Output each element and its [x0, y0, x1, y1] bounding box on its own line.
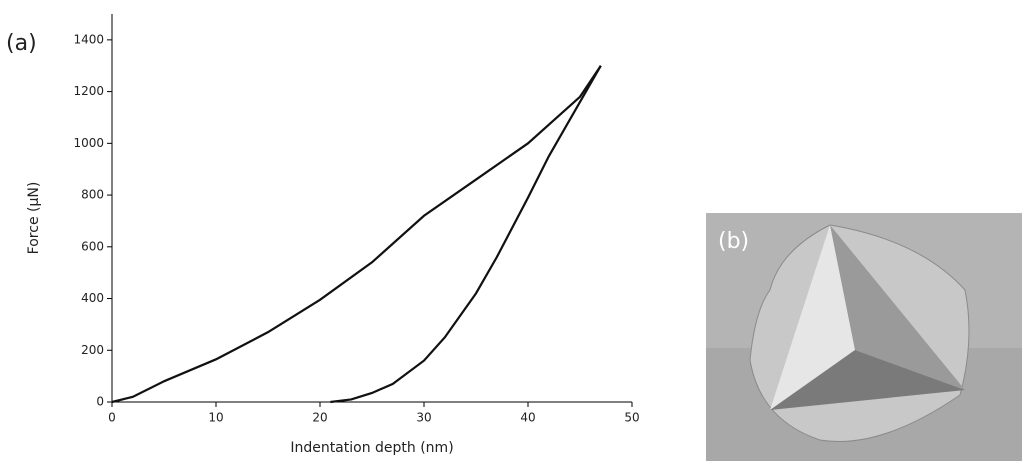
- x-axis-title: Indentation depth (nm): [290, 440, 453, 456]
- y-tick-label: 600: [81, 239, 104, 253]
- x-tick-label: 40: [520, 411, 535, 425]
- x-tick-label: 30: [416, 411, 431, 425]
- face: [770, 225, 855, 410]
- x-tick-label: 10: [208, 411, 223, 425]
- y-tick-label: 200: [81, 343, 104, 357]
- curve: [330, 65, 602, 404]
- panel-label: (a): [6, 31, 37, 56]
- face: [770, 350, 965, 410]
- curve: [111, 65, 602, 404]
- y-tick-label: 800: [81, 188, 104, 202]
- y-tick-label: 1400: [73, 32, 104, 46]
- panel-label: (b): [718, 229, 749, 254]
- y-tick-label: 1200: [73, 84, 104, 98]
- y-axis-title: Force (µN): [26, 182, 42, 255]
- x-tick-label: 50: [624, 411, 639, 425]
- face: [830, 225, 965, 390]
- y-tick-label: 400: [81, 291, 104, 305]
- x-tick-label: 20: [312, 411, 327, 425]
- y-tick-label: 0: [96, 395, 104, 409]
- afm-image: (b): [706, 213, 1022, 461]
- y-tick-label: 1000: [73, 136, 104, 150]
- x-tick-label: 0: [108, 411, 116, 425]
